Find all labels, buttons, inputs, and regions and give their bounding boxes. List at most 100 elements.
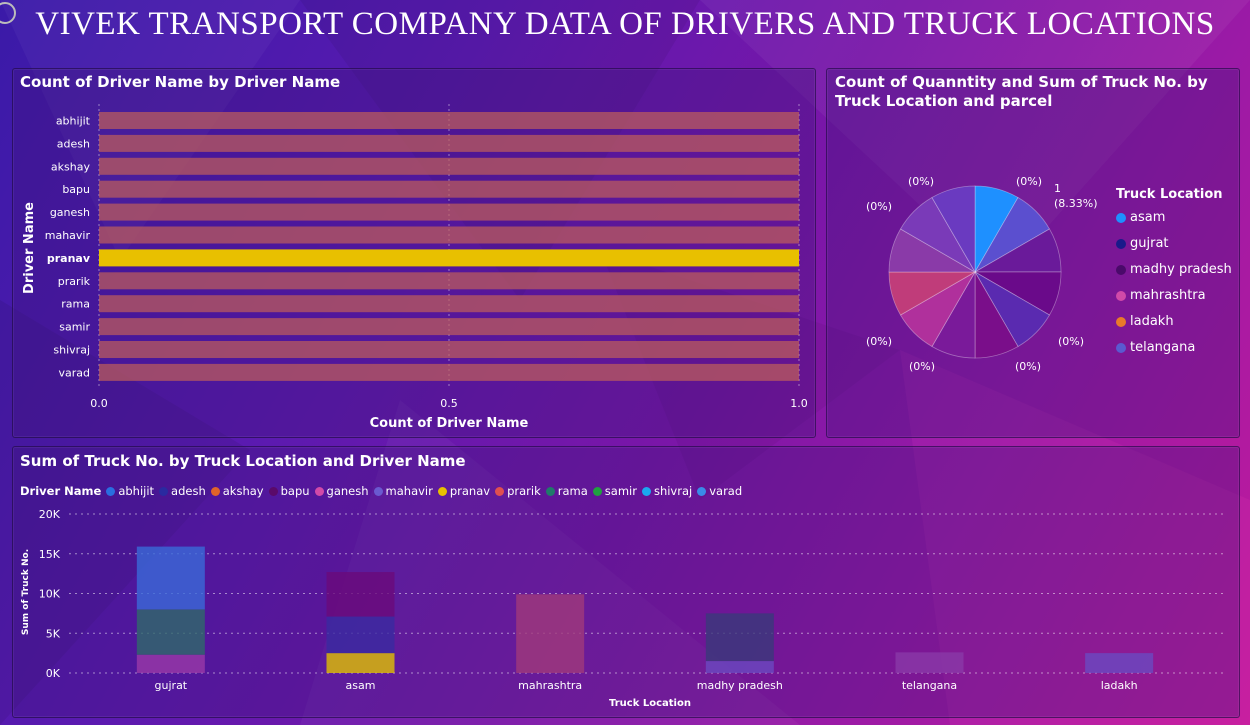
- pie-data-label: (0%): [1016, 175, 1042, 188]
- pie-slice[interactable]: [888, 228, 977, 273]
- y-tick-label: 10K: [39, 588, 61, 601]
- pie-data-label: (0%): [866, 335, 892, 348]
- stacked-legend-title: Driver Name: [20, 484, 102, 498]
- y-axis-label: Sum of Truck No.: [21, 549, 31, 635]
- stacked-legend-item[interactable]: adesh: [159, 484, 206, 498]
- x-tick-label: 0.5: [440, 397, 458, 410]
- x-tick-label: telangana: [902, 679, 957, 692]
- pie-legend-item[interactable]: telangana: [1116, 340, 1195, 355]
- y-tick-label: akshay: [51, 160, 91, 173]
- bar-ganesh[interactable]: [99, 203, 799, 221]
- legend-swatch: [1116, 290, 1126, 301]
- pie-chart-title: Count of Quanntity and Sum of Truck No. …: [835, 73, 1208, 110]
- stack-segment-asam-adesh[interactable]: [326, 616, 395, 654]
- pie-legend-item[interactable]: asam: [1116, 210, 1165, 225]
- stack-segment-mahrashtra-prarik[interactable]: [516, 594, 585, 673]
- legend-label: pranav: [449, 484, 491, 498]
- y-tick-label: samir: [59, 321, 90, 334]
- y-tick-label: 15K: [39, 548, 61, 561]
- pie-slice[interactable]: [899, 270, 977, 348]
- pie-slice[interactable]: [973, 228, 1062, 273]
- legend-swatch: [437, 486, 447, 496]
- x-tick-label: madhy pradesh: [697, 679, 783, 692]
- stack-segment-gujrat-rama[interactable]: [136, 609, 205, 655]
- stacked-legend-item[interactable]: bapu: [268, 484, 310, 498]
- x-axis-label: Count of Driver Name: [370, 416, 529, 431]
- bar-prarik[interactable]: [99, 272, 799, 290]
- pie-legend-item[interactable]: mahrashtra: [1116, 288, 1206, 303]
- stack-segment-asam-pranav[interactable]: [326, 653, 395, 673]
- pie-slice[interactable]: [888, 271, 977, 316]
- stack-segment-madhy-pradesh-rama[interactable]: [705, 613, 774, 662]
- stacked-legend-item[interactable]: varad: [697, 484, 742, 498]
- bar-adesh[interactable]: [99, 134, 799, 152]
- legend-swatch: [210, 486, 220, 496]
- legend-swatch: [697, 486, 707, 496]
- legend-label: asam: [1130, 210, 1166, 225]
- bar-pranav[interactable]: [99, 249, 799, 267]
- pie-slice[interactable]: [973, 270, 1051, 348]
- bar-varad[interactable]: [99, 363, 799, 381]
- pie-data-label: (0%): [908, 175, 934, 188]
- stacked-chart-title: Sum of Truck No. by Truck Location and D…: [20, 452, 466, 470]
- y-tick-label: bapu: [62, 183, 90, 196]
- stacked-legend-item[interactable]: abhijit: [106, 484, 154, 498]
- pie-data-label: (0%): [1015, 360, 1041, 373]
- pie-data-label: (0%): [866, 200, 892, 213]
- pie-slice[interactable]: [899, 196, 977, 274]
- pie-legend-item[interactable]: madhy pradesh: [1116, 262, 1232, 277]
- stack-segment-ladakh-varad[interactable]: [1085, 653, 1154, 673]
- legend-swatch: [1116, 316, 1126, 327]
- pie-data-label: (8.33%): [1054, 197, 1098, 210]
- driver-count-chart: 0.0 0.5 1.0 abhijit adesh akshay bapu ganesh mah…: [22, 104, 808, 431]
- bar-samir[interactable]: [99, 318, 799, 336]
- stacked-legend-item[interactable]: akshay: [210, 484, 264, 498]
- stack-segment-madhy-pradesh-mahavir[interactable]: [705, 661, 774, 673]
- pie-slice[interactable]: [931, 270, 976, 359]
- legend-label: abhijit: [118, 484, 155, 498]
- legend-label: ganesh: [326, 484, 369, 498]
- x-tick-label: 0.0: [90, 397, 108, 410]
- stacked-legend-item[interactable]: mahavir: [373, 484, 433, 498]
- stacked-legend-item[interactable]: shivraj: [641, 484, 692, 498]
- pie-legend-item[interactable]: gujrat: [1116, 236, 1169, 251]
- pie-legend-title: Truck Location: [1116, 187, 1223, 202]
- legend-label: telangana: [1130, 340, 1196, 355]
- pie-slice[interactable]: [974, 270, 1019, 359]
- stack-segment-telangana-mahavir[interactable]: [895, 652, 964, 673]
- legend-swatch: [1116, 238, 1126, 249]
- legend-label: mahrashtra: [1130, 288, 1206, 303]
- stack-segment-gujrat-abhijit[interactable]: [136, 546, 205, 610]
- stacked-legend-item[interactable]: ganesh: [314, 484, 369, 498]
- y-tick-label: abhijit: [56, 115, 91, 128]
- stack-segment-gujrat-ganesh[interactable]: [136, 654, 205, 673]
- legend-label: gujrat: [1130, 236, 1169, 251]
- stacked-legend-item[interactable]: rama: [545, 484, 588, 498]
- legend-swatch: [159, 486, 169, 496]
- legend-label: varad: [709, 484, 743, 498]
- corner-app-icon[interactable]: [0, 2, 16, 24]
- legend-swatch: [268, 486, 278, 496]
- pie-slice[interactable]: [974, 185, 1019, 274]
- bar-akshay[interactable]: [99, 157, 799, 175]
- stacked-legend-item[interactable]: samir: [592, 484, 637, 498]
- y-tick-label: 20K: [39, 508, 61, 521]
- bar-rama[interactable]: [99, 295, 799, 313]
- y-tick-label: 5K: [46, 627, 61, 640]
- bar-mahavir[interactable]: [99, 226, 799, 244]
- legend-label: mahavir: [385, 484, 433, 498]
- truck-location-pie-chart: 1 (8.33%) (0%) (0%) (0%) (0%) (0%) (0%) (0%): [866, 175, 1098, 373]
- bar-bapu[interactable]: [99, 180, 799, 198]
- pie-slice[interactable]: [973, 271, 1062, 316]
- pie-slice[interactable]: [931, 185, 976, 274]
- bar-shivraj[interactable]: [99, 341, 799, 358]
- pie-legend-item[interactable]: ladakh: [1116, 314, 1174, 329]
- stack-segment-asam-bapu[interactable]: [326, 572, 395, 617]
- stacked-legend-item[interactable]: prarik: [495, 484, 541, 498]
- bar-abhijit[interactable]: [99, 112, 799, 129]
- legend-swatch: [592, 486, 602, 496]
- pie-slice[interactable]: [973, 196, 1051, 274]
- legend-swatch: [1116, 342, 1126, 353]
- y-tick-label: pranav: [47, 252, 91, 265]
- stacked-legend-item[interactable]: pranav: [437, 484, 491, 498]
